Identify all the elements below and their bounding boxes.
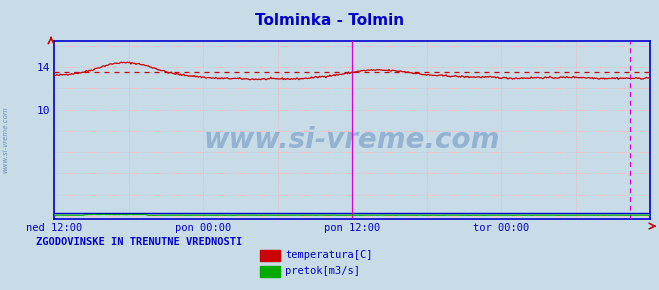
Text: temperatura[C]: temperatura[C] [285, 251, 373, 260]
Text: www.si-vreme.com: www.si-vreme.com [3, 106, 9, 173]
Text: Tolminka - Tolmin: Tolminka - Tolmin [255, 13, 404, 28]
Text: www.si-vreme.com: www.si-vreme.com [204, 126, 500, 155]
Text: ZGODOVINSKE IN TRENUTNE VREDNOSTI: ZGODOVINSKE IN TRENUTNE VREDNOSTI [36, 237, 243, 247]
Text: pretok[m3/s]: pretok[m3/s] [285, 267, 360, 276]
